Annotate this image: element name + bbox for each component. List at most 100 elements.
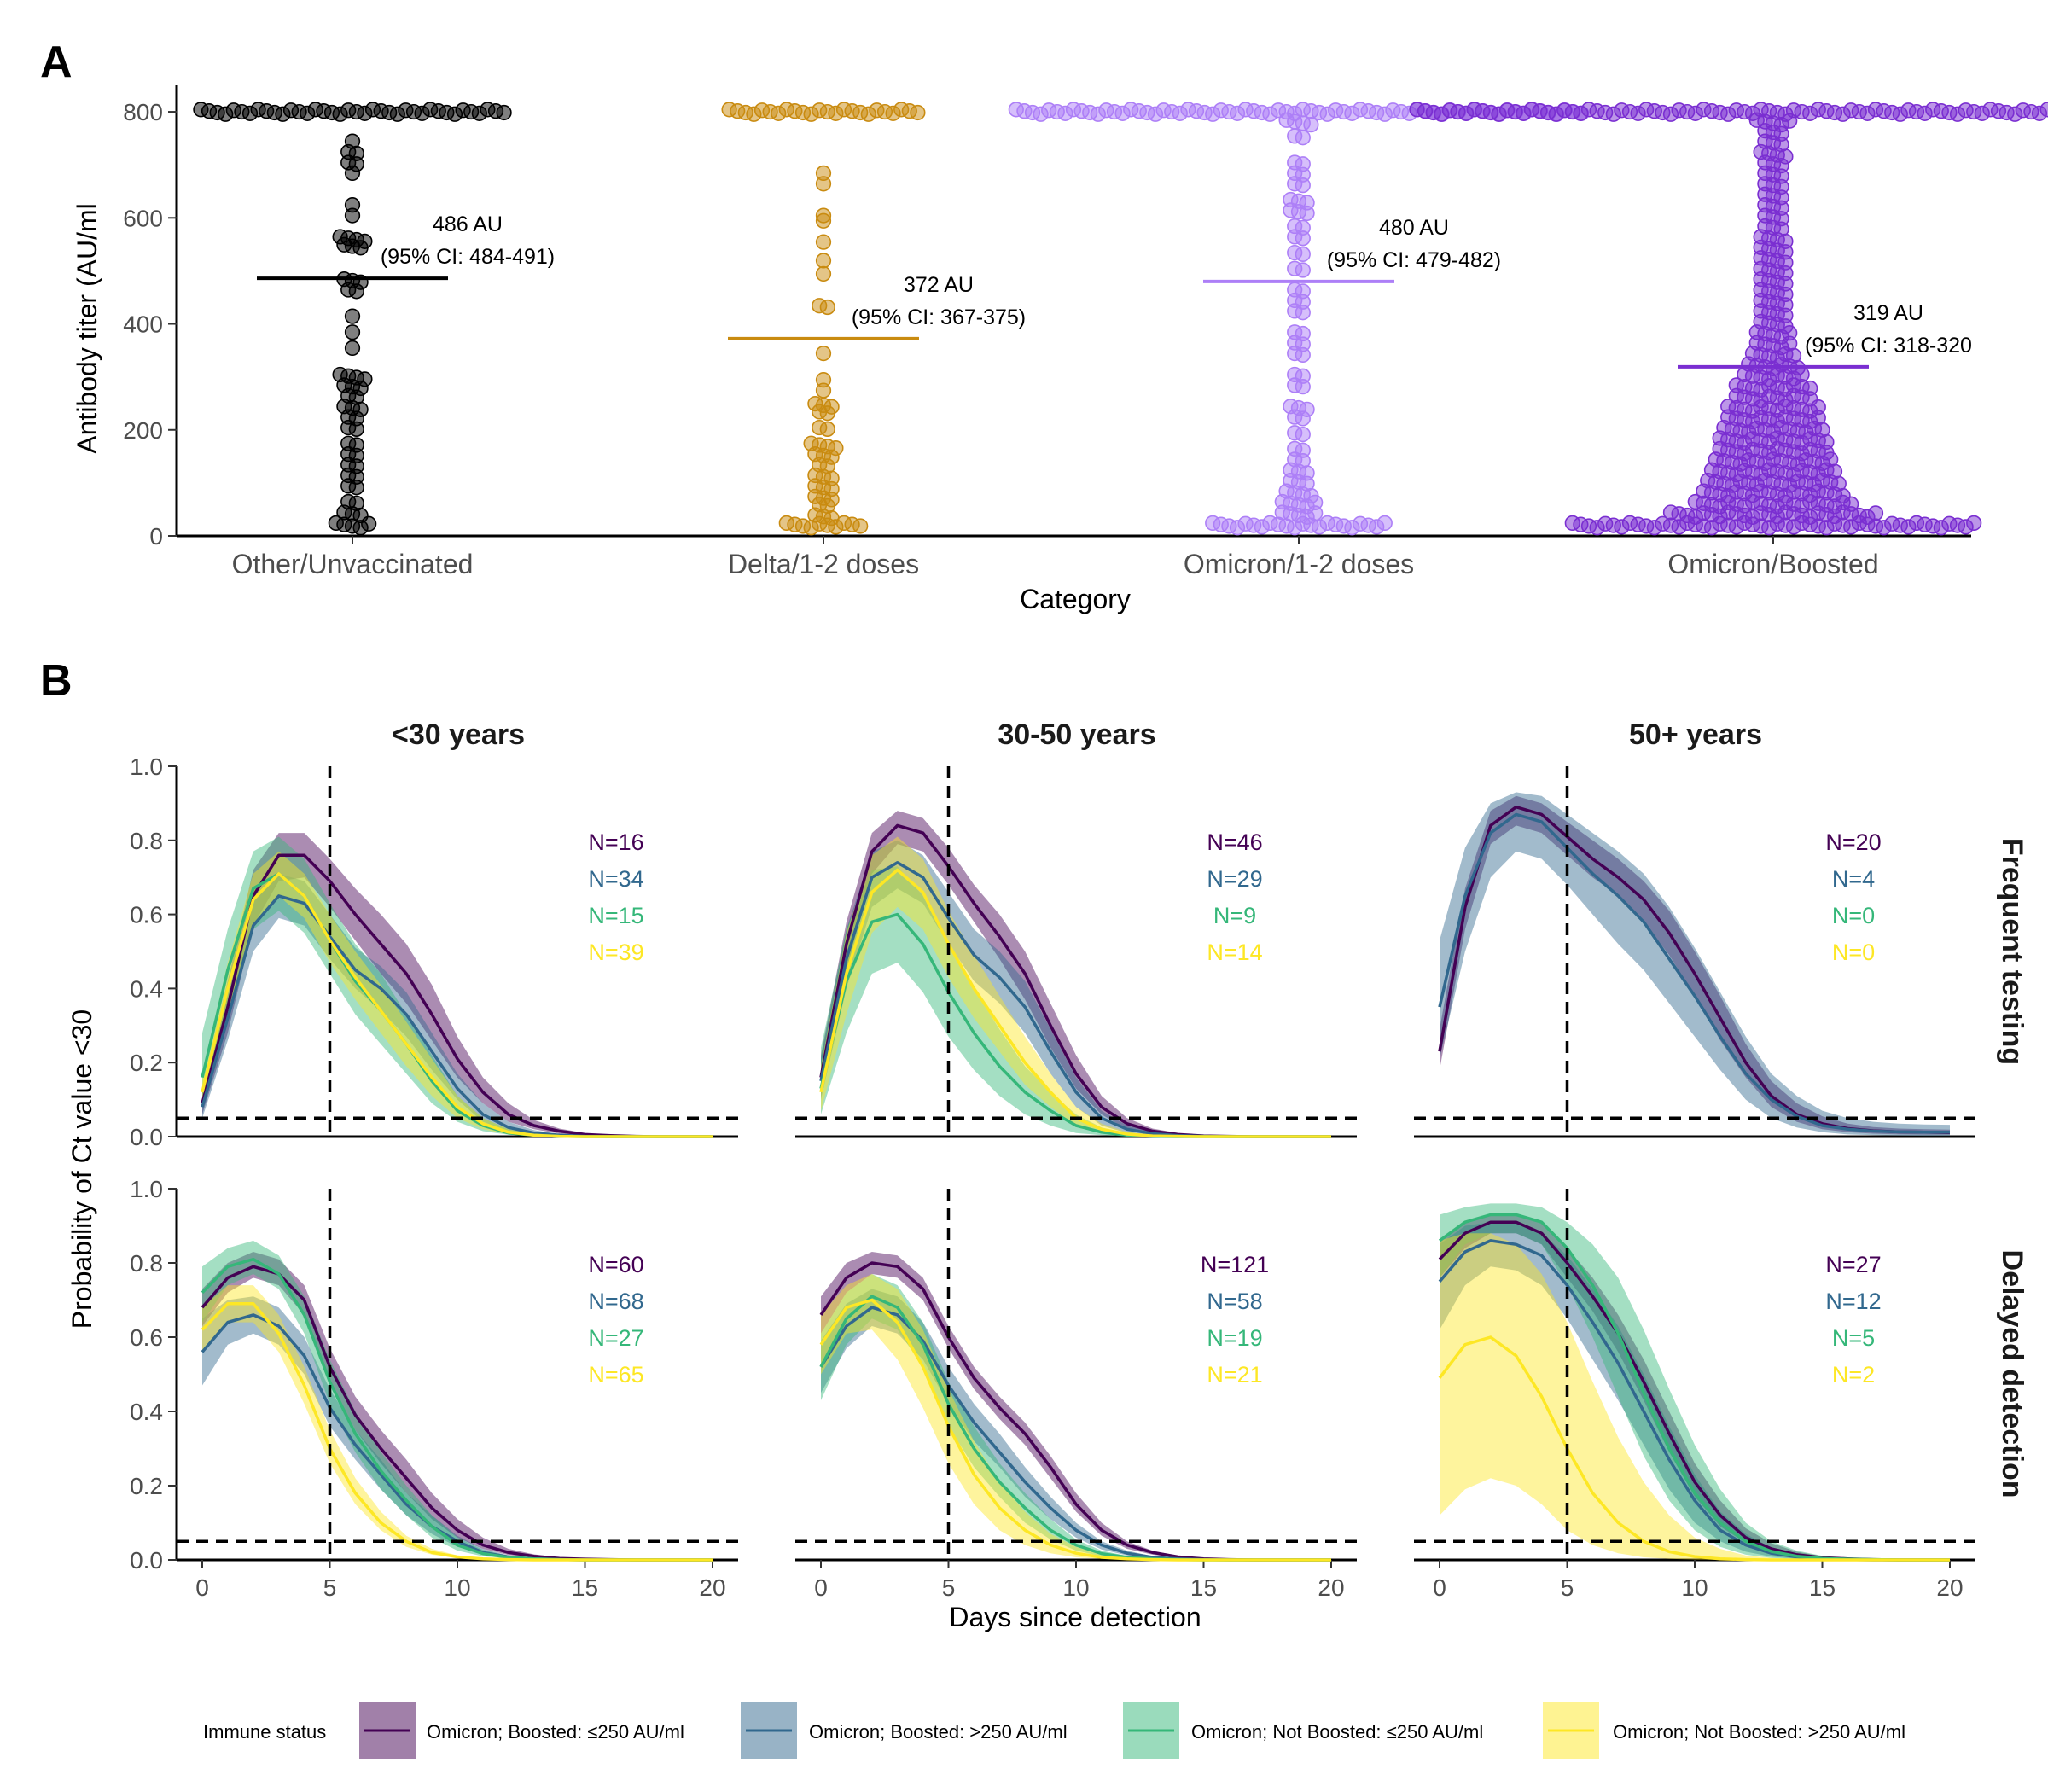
facet-frequent-testing-50-years: N=20 N=4 N=0 N=0 bbox=[1414, 766, 1975, 1138]
n-label: N=14 bbox=[1207, 940, 1262, 965]
group-omicron-1-2-doses: 480 AU (95% CI: 479-482) bbox=[1008, 102, 1590, 536]
facet-x-tick-label: 5 bbox=[942, 1574, 956, 1601]
panel-a-groups: 486 AU (95% CI: 484-491) 372 AU (95% CI: 36… bbox=[193, 102, 2048, 536]
n-label: N=27 bbox=[1825, 1252, 1881, 1277]
data-point bbox=[815, 265, 832, 282]
panel-b-tag: B bbox=[40, 656, 73, 706]
data-point bbox=[352, 240, 369, 256]
data-point bbox=[819, 405, 835, 422]
data-point bbox=[348, 480, 364, 496]
mean-label: 480 AU bbox=[1379, 216, 1449, 240]
data-point bbox=[815, 176, 832, 192]
data-point bbox=[1376, 515, 1393, 531]
facet-x-tick-label: 10 bbox=[1062, 1574, 1089, 1601]
n-label: N=46 bbox=[1207, 829, 1262, 855]
data-point bbox=[815, 212, 832, 229]
ci-ribbon-omicron-boosted-250-au-ml bbox=[1440, 792, 1950, 1137]
col-strip-under-30: <30 years bbox=[392, 719, 525, 751]
panel-a-x-tick-label: Other/Unvaccinated bbox=[232, 549, 474, 579]
ci-ribbon-omicron-not-boosted-250-au-ml bbox=[202, 851, 713, 1137]
legend-item-not-boosted-high: Omicron; Not Boosted: >250 AU/ml bbox=[1543, 1702, 1905, 1759]
n-label: N=0 bbox=[1832, 940, 1875, 965]
ci-label: (95% CI: 479-482) bbox=[1327, 248, 1501, 272]
ci-ribbon-omicron-not-boosted-250-au-ml bbox=[1440, 1203, 1950, 1560]
data-point bbox=[1295, 426, 1311, 443]
panel-a-x-tick-label: Delta/1-2 doses bbox=[728, 549, 919, 579]
data-point bbox=[852, 518, 869, 534]
facet-x-tick-label: 15 bbox=[572, 1574, 598, 1601]
legend: Immune status Omicron; Boosted: ≤250 AU/… bbox=[203, 1702, 1905, 1759]
n-label: N=5 bbox=[1832, 1325, 1875, 1351]
legend-label-not-boosted-low: Omicron; Not Boosted: ≤250 AU/ml bbox=[1191, 1721, 1483, 1743]
mean-label: 486 AU bbox=[433, 212, 503, 236]
data-point bbox=[1295, 379, 1311, 395]
n-label: N=20 bbox=[1825, 829, 1881, 855]
data-point bbox=[361, 515, 377, 532]
facet-delayed-detection-30-years: 0.0 0.2 0.4 0.6 0.8 1.0 0 5 10 15 20 N=60 N=68 N=27 N=… bbox=[130, 1176, 738, 1601]
panel-a: A Antibody titer (AU/ml Category 0 200 400… bbox=[40, 38, 2048, 614]
facet-y-tick-label: 0.0 bbox=[130, 1547, 163, 1574]
facet-frequent-testing-30-50-years: N=46 N=29 N=9 N=14 bbox=[795, 766, 1357, 1138]
legend-item-boosted-high: Omicron; Boosted: >250 AU/ml bbox=[741, 1702, 1068, 1759]
row-strip-delayed-detection: Delayed detection bbox=[1996, 1250, 2028, 1498]
group-other-unvaccinated: 486 AU (95% CI: 484-491) bbox=[193, 102, 555, 536]
data-point bbox=[2039, 102, 2048, 118]
col-strip-30-50: 30-50 years bbox=[998, 719, 1155, 751]
n-label: N=0 bbox=[1832, 903, 1875, 928]
facet-y-tick-label: 1.0 bbox=[130, 1176, 163, 1202]
mean-label: 372 AU bbox=[904, 273, 974, 297]
n-label: N=19 bbox=[1207, 1325, 1262, 1351]
facet-delayed-detection-50-years: 0 5 10 15 20 N=27 N=12 N=5 N=2 bbox=[1414, 1189, 1975, 1601]
data-point bbox=[1295, 346, 1311, 364]
facet-y-tick-label: 0.4 bbox=[130, 1399, 163, 1425]
facet-x-tick-label: 5 bbox=[1561, 1574, 1574, 1601]
ci-label: (95% CI: 484-491) bbox=[381, 245, 555, 269]
facet-delayed-detection-30-50-years: 0 5 10 15 20 N=121 N=58 N=19 N=21 bbox=[795, 1189, 1357, 1601]
series-line-omicron-not-boosted-250-au-ml bbox=[1438, 1335, 1950, 1562]
facet-y-tick-label: 0.4 bbox=[130, 975, 163, 1002]
data-point bbox=[910, 104, 926, 121]
facet-x-tick-label: 15 bbox=[1190, 1574, 1217, 1601]
data-point bbox=[1303, 117, 1319, 133]
n-label: N=16 bbox=[588, 829, 643, 855]
series-line-omicron-not-boosted-250-au-ml bbox=[201, 872, 713, 1138]
panel-a-y-label: Antibody titer (AU/ml bbox=[72, 203, 102, 453]
ci-ribbon-omicron-not-boosted-250-au-ml bbox=[821, 1274, 1331, 1560]
facet-y-tick-label: 0.2 bbox=[130, 1473, 163, 1499]
legend-item-not-boosted-low: Omicron; Not Boosted: ≤250 AU/ml bbox=[1123, 1702, 1483, 1759]
facet-x-tick-label: 10 bbox=[444, 1574, 470, 1601]
data-point bbox=[1299, 205, 1315, 222]
data-point bbox=[1295, 262, 1311, 278]
data-point bbox=[819, 421, 835, 437]
ci-ribbon-omicron-boosted-250-au-ml bbox=[1440, 795, 1950, 1135]
ci-ribbon-omicron-not-boosted-250-au-ml bbox=[821, 1274, 1331, 1560]
facet-x-tick-label: 0 bbox=[195, 1574, 209, 1601]
facet-frequent-testing-30-years: 0.0 0.2 0.4 0.6 0.8 1.0 N=16 N=34 N=15 N=39 bbox=[130, 753, 738, 1150]
panel-b-x-label: Days since detection bbox=[949, 1602, 1201, 1632]
ci-ribbon-omicron-not-boosted-250-au-ml bbox=[1440, 1233, 1950, 1560]
n-label: N=27 bbox=[588, 1325, 643, 1351]
group-delta-1-2-doses: 372 AU (95% CI: 367-375) bbox=[721, 102, 1026, 536]
data-point bbox=[815, 345, 832, 362]
legend-title: Immune status bbox=[203, 1721, 326, 1743]
n-label: N=58 bbox=[1207, 1289, 1262, 1314]
legend-label-boosted-high: Omicron; Boosted: >250 AU/ml bbox=[809, 1721, 1068, 1743]
legend-label-not-boosted-high: Omicron; Not Boosted: >250 AU/ml bbox=[1613, 1721, 1905, 1743]
ci-ribbon-omicron-not-boosted-250-au-ml bbox=[202, 1285, 713, 1560]
data-point bbox=[1295, 305, 1311, 321]
data-point bbox=[344, 207, 361, 224]
facet-y-tick-label: 0.6 bbox=[130, 1324, 163, 1351]
legend-label-boosted-low: Omicron; Boosted: ≤250 AU/ml bbox=[427, 1721, 684, 1743]
mean-label: 319 AU bbox=[1853, 301, 1923, 325]
n-label: N=34 bbox=[588, 866, 643, 892]
n-label: N=15 bbox=[588, 903, 643, 928]
n-label: N=121 bbox=[1201, 1252, 1269, 1277]
panel-a-y-tick-label: 600 bbox=[123, 205, 163, 231]
ci-label: (95% CI: 367-375) bbox=[852, 305, 1026, 329]
n-label: N=39 bbox=[588, 940, 643, 965]
data-point bbox=[815, 382, 832, 399]
n-label: N=2 bbox=[1832, 1362, 1875, 1388]
panel-a-y-tick-label: 0 bbox=[149, 523, 163, 550]
panel-a-x-label: Category bbox=[1020, 584, 1131, 614]
facet-x-tick-label: 5 bbox=[323, 1574, 337, 1601]
